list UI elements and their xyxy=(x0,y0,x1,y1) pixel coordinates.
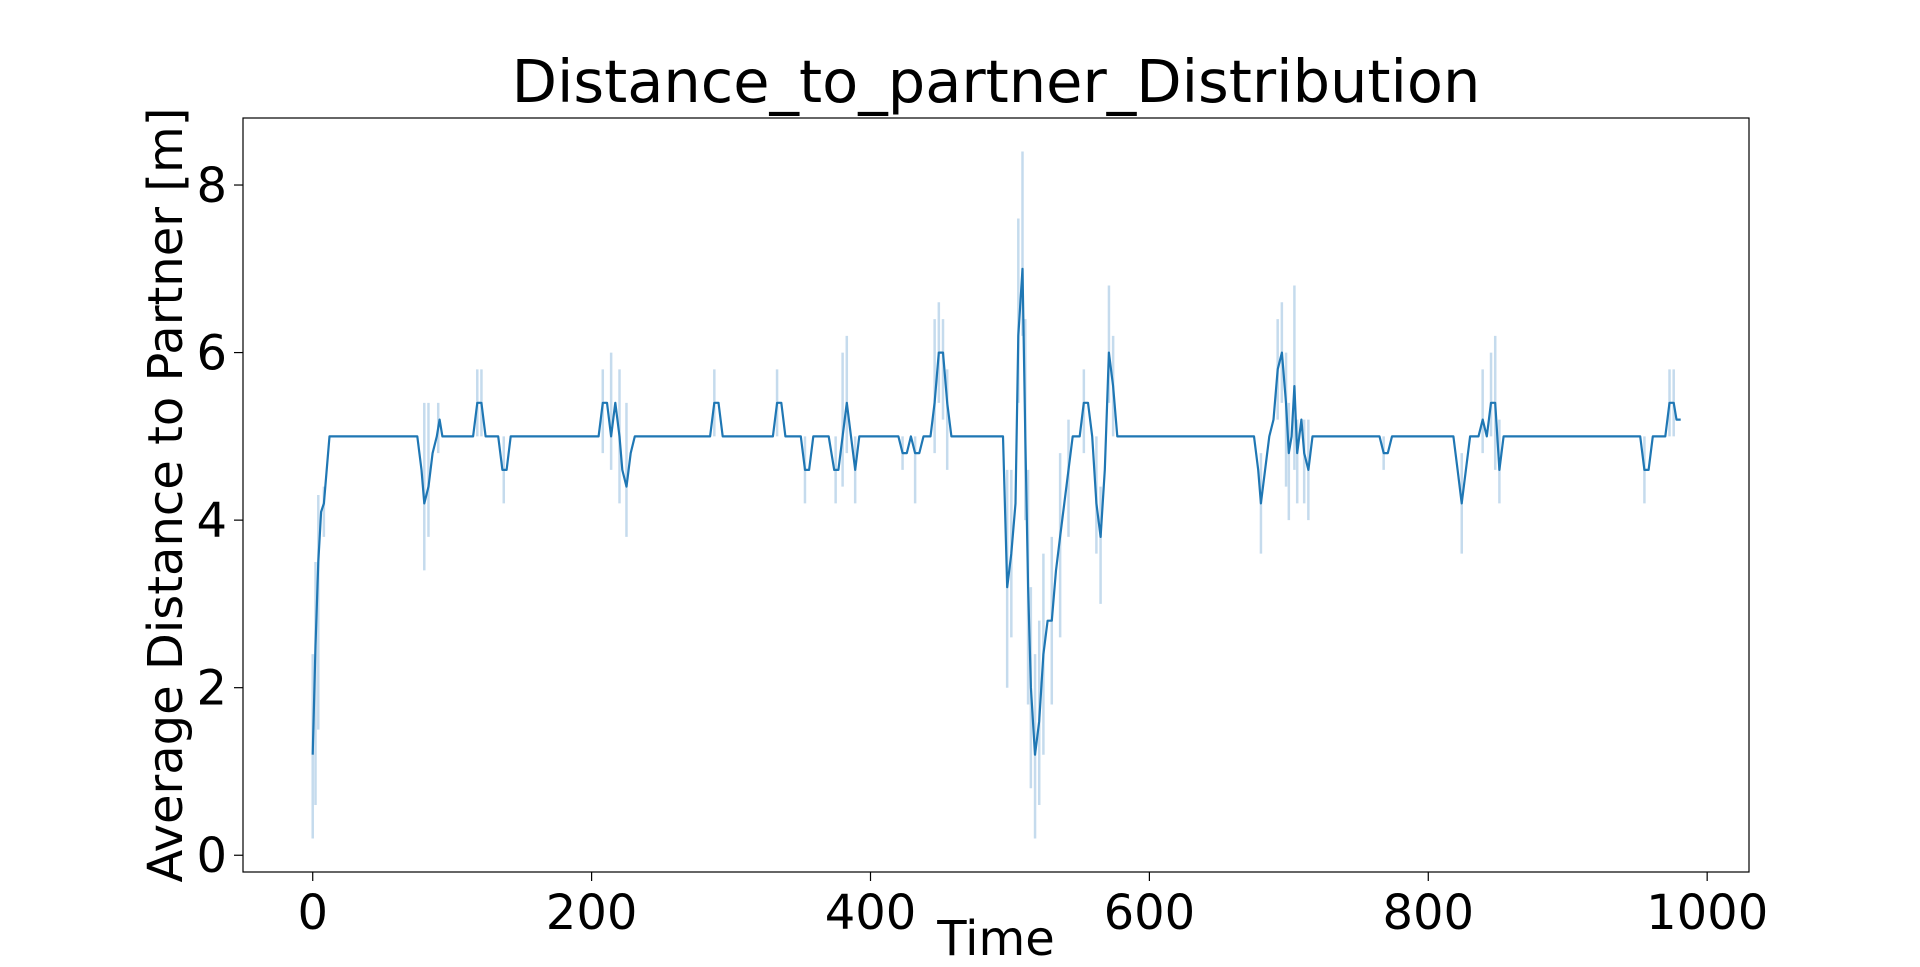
y-axis-ticks: 0 2 4 6 8 xyxy=(196,158,243,884)
x-tick-label: 0 xyxy=(297,885,328,941)
x-tick-label: 600 xyxy=(1104,885,1196,941)
y-axis-label: Average Distance to Partner [m] xyxy=(138,108,194,883)
x-tick-label: 800 xyxy=(1382,885,1474,941)
plot-area xyxy=(243,118,1749,872)
series-line xyxy=(311,267,1681,756)
x-tick-label: 200 xyxy=(546,885,638,941)
y-tick-label: 0 xyxy=(196,828,227,884)
series-line-layer xyxy=(311,267,1681,756)
x-axis-label: Time xyxy=(936,911,1054,967)
x-axis-ticks: 0 200 400 600 800 1000 xyxy=(297,872,1768,941)
plot-frame xyxy=(242,117,1750,873)
y-tick-label: 4 xyxy=(196,493,227,549)
y-tick-label: 8 xyxy=(196,158,227,214)
y-tick-label: 6 xyxy=(196,326,227,382)
y-tick-label: 2 xyxy=(196,661,227,717)
chart-title: Distance_to_partner_Distribution xyxy=(512,47,1481,116)
x-tick-label: 1000 xyxy=(1646,885,1768,941)
x-tick-label: 400 xyxy=(825,885,917,941)
